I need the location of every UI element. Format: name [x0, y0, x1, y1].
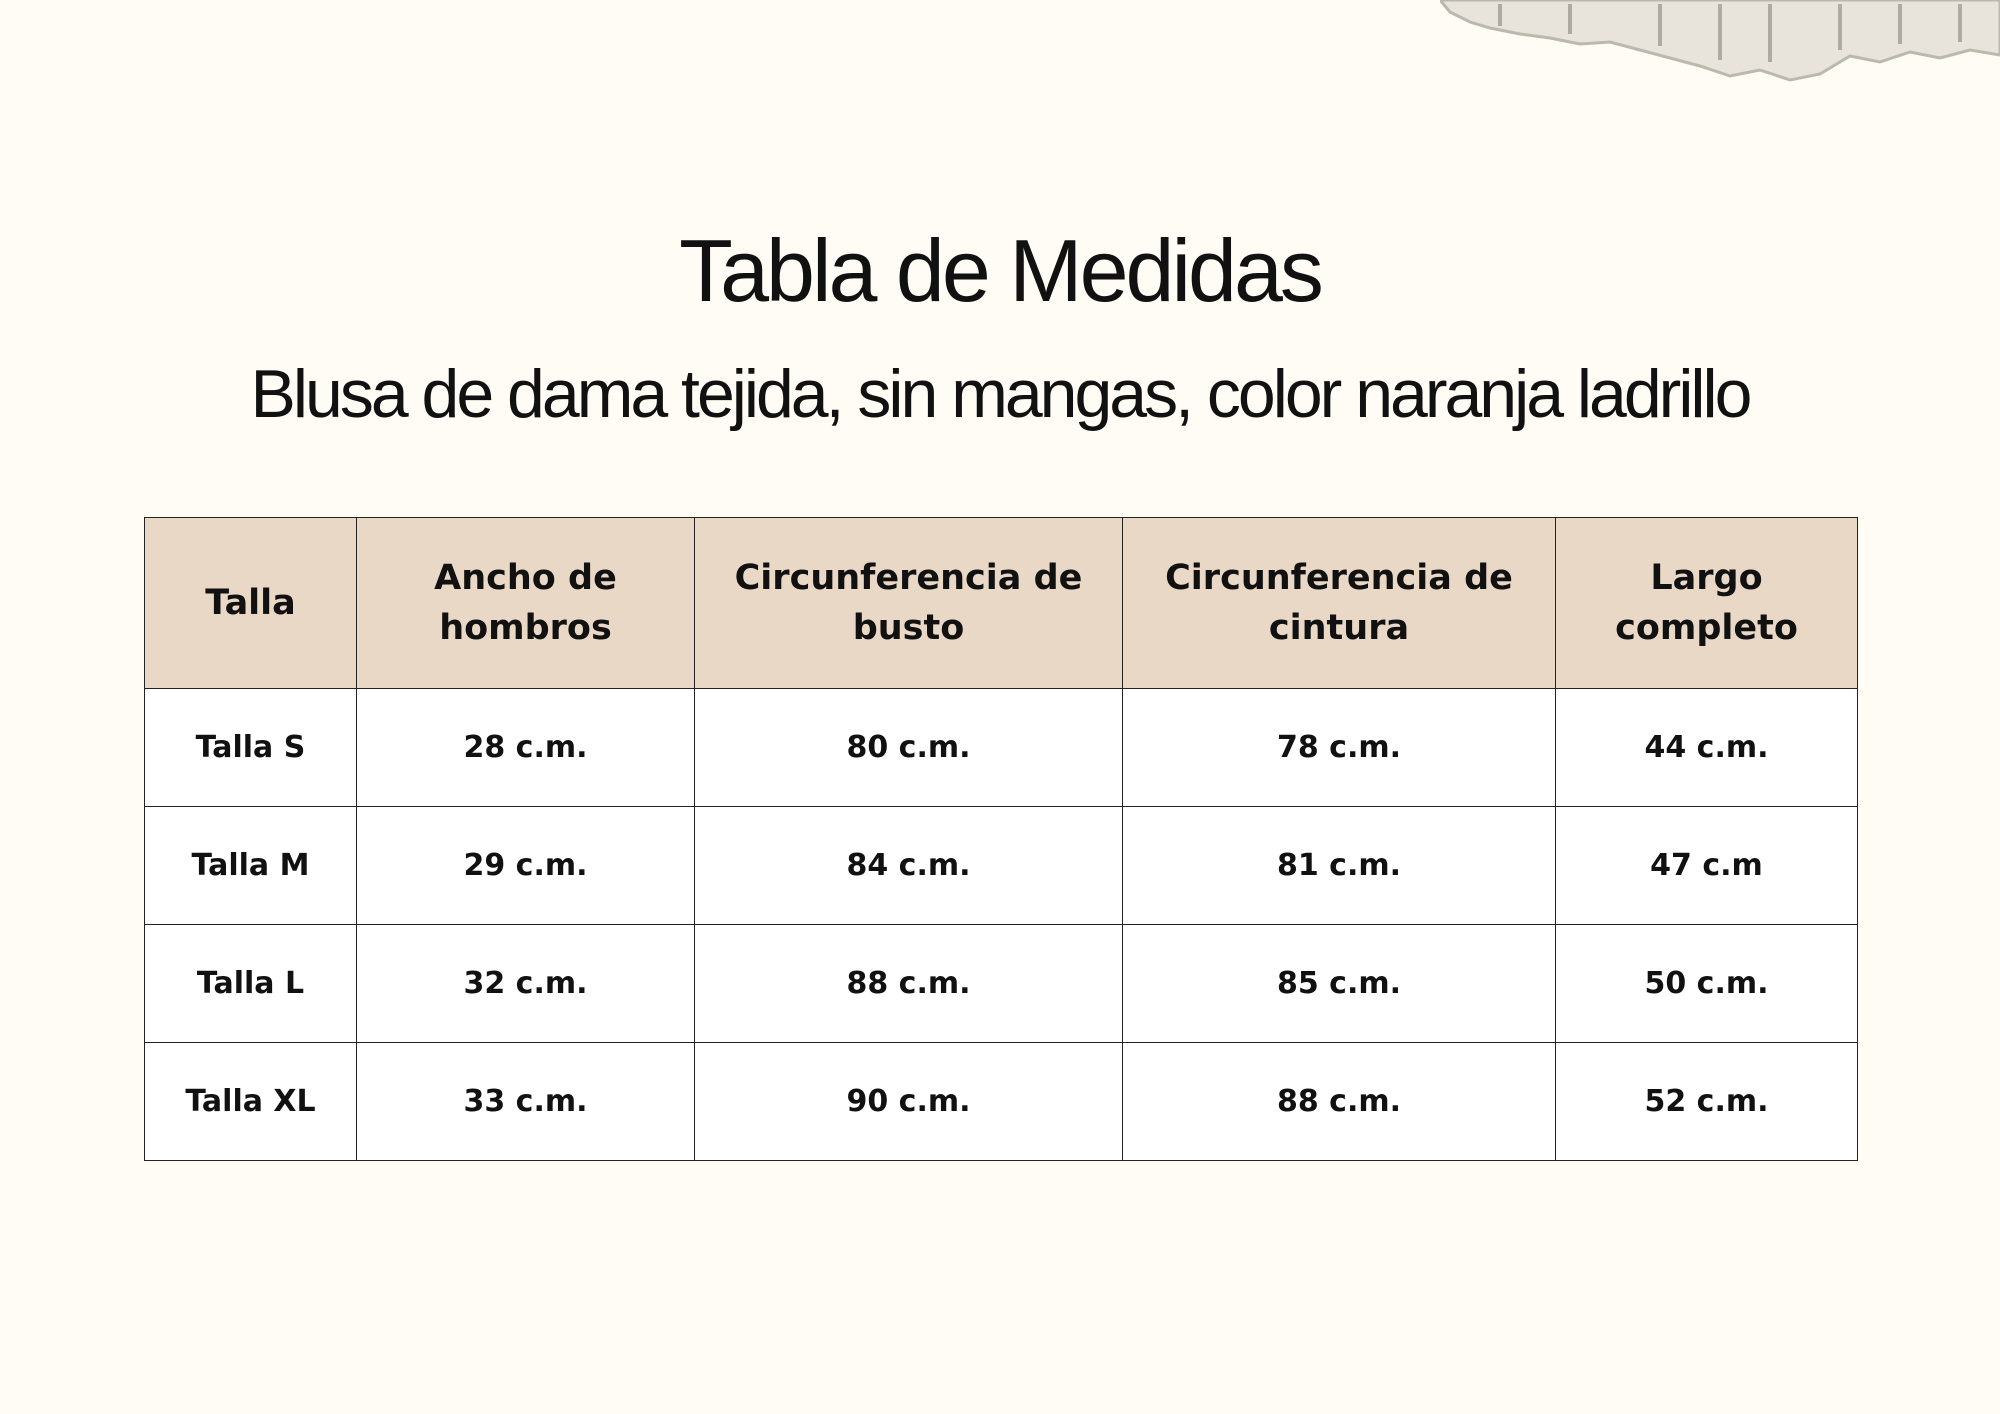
- table-cell: 29 c.m.: [356, 806, 695, 925]
- table-cell: 80 c.m.: [694, 688, 1123, 807]
- torn-paper: [1440, 0, 2000, 82]
- table-cell: 78 c.m.: [1122, 688, 1556, 807]
- table-cell: 88 c.m.: [1122, 1042, 1556, 1161]
- table-row: Talla S 28 c.m. 80 c.m. 78 c.m. 44 c.m.: [144, 688, 1858, 807]
- table-row: Talla M 29 c.m. 84 c.m. 81 c.m. 47 c.m: [144, 806, 1858, 925]
- column-header: Circunferencia de cintura: [1122, 517, 1556, 689]
- table-cell: 84 c.m.: [694, 806, 1123, 925]
- table-cell: 33 c.m.: [356, 1042, 695, 1161]
- column-header: Circunferencia de busto: [694, 517, 1123, 689]
- table-row: Talla XL 33 c.m. 90 c.m. 88 c.m. 52 c.m.: [144, 1042, 1858, 1161]
- table-cell: 81 c.m.: [1122, 806, 1556, 925]
- column-header: Talla: [144, 517, 357, 689]
- table-cell: 88 c.m.: [694, 924, 1123, 1043]
- column-header: Largo completo: [1555, 517, 1858, 689]
- table-cell: 44 c.m.: [1555, 688, 1858, 807]
- table-cell: 47 c.m: [1555, 806, 1858, 925]
- table-cell: Talla M: [144, 806, 357, 925]
- table-cell: 52 c.m.: [1555, 1042, 1858, 1161]
- table-cell: Talla L: [144, 924, 357, 1043]
- title: Tabla de Medidas: [679, 221, 1324, 320]
- column-header: Ancho de hombros: [356, 517, 695, 689]
- table-row: Talla L 32 c.m. 88 c.m. 85 c.m. 50 c.m.: [144, 924, 1858, 1043]
- table-body: Talla S 28 c.m. 80 c.m. 78 c.m. 44 c.m. Talla…: [144, 688, 1858, 1161]
- table-cell: 28 c.m.: [356, 688, 695, 807]
- subtitle: Blusa de dama tejida, sin mangas, color …: [250, 356, 1753, 432]
- table-cell: 90 c.m.: [694, 1042, 1123, 1161]
- table-cell: 85 c.m.: [1122, 924, 1556, 1043]
- table-cell: 32 c.m.: [356, 924, 695, 1043]
- table-cell: Talla S: [144, 688, 357, 807]
- header-row: Talla Ancho de hombros Circunferencia de b…: [144, 517, 1858, 689]
- table-cell: 50 c.m.: [1555, 924, 1858, 1043]
- table-cell: Talla XL: [144, 1042, 357, 1161]
- size-table: Talla Ancho de hombros Circunferencia de b…: [144, 517, 1858, 1161]
